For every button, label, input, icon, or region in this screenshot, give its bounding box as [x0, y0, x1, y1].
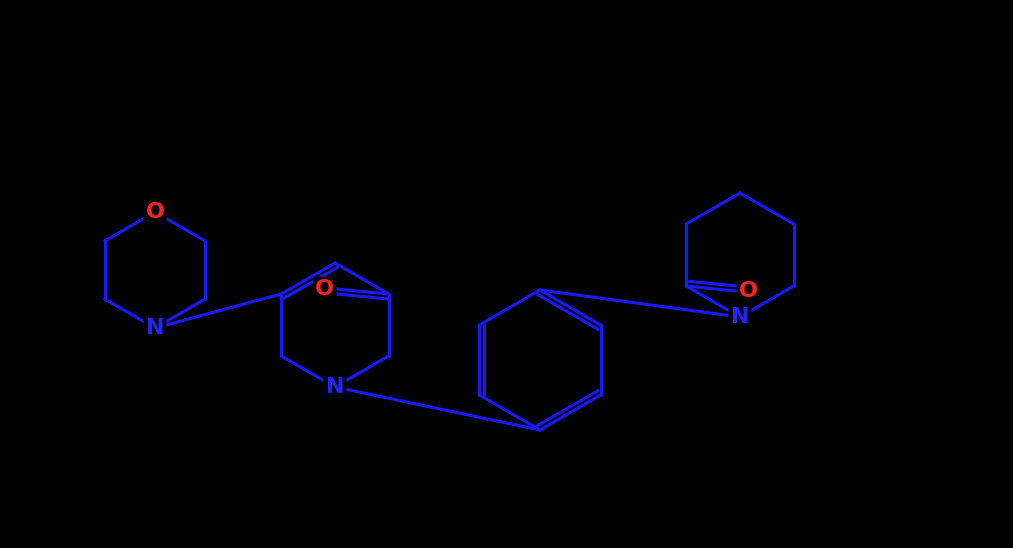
Text: N: N — [730, 307, 750, 327]
Text: N: N — [146, 318, 164, 338]
Text: O: O — [146, 202, 164, 222]
Text: N: N — [326, 377, 344, 397]
Text: O: O — [738, 281, 758, 301]
Text: O: O — [315, 279, 334, 299]
